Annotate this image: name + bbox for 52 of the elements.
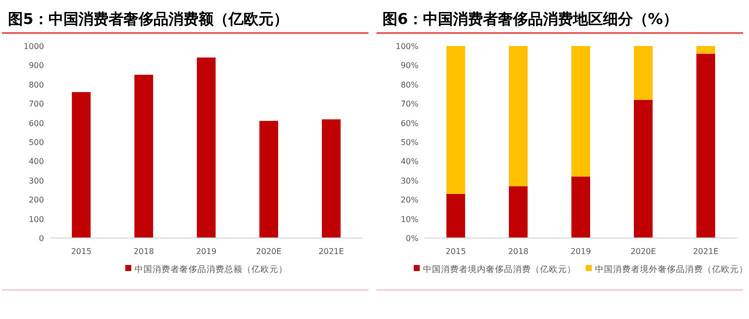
y-tick-label: 50% <box>400 138 419 147</box>
x-tick-label: 2015 <box>446 247 466 256</box>
y-tick-label: 700 <box>28 100 44 109</box>
bar <box>508 186 528 238</box>
y-tick-label: 1000 <box>24 42 44 51</box>
y-tick-label: 900 <box>28 61 44 70</box>
y-tick-label: 100 <box>28 214 44 224</box>
y-tick-label: 600 <box>28 118 44 128</box>
bar <box>634 100 653 238</box>
y-tick-label: 500 <box>28 138 44 147</box>
bar <box>696 54 716 238</box>
y-tick-label: 30% <box>400 176 419 186</box>
chart-title: 图5：中国消费者奢侈品消费额（亿欧元） <box>8 10 288 28</box>
y-tick-label: 80% <box>400 80 419 90</box>
x-tick-label: 2021E <box>693 247 718 256</box>
y-tick-label: 60% <box>400 118 419 128</box>
legend-label: 中国消费者奢侈品消费总额（亿欧元） <box>134 264 288 275</box>
bar <box>72 92 91 238</box>
bar <box>571 46 590 177</box>
x-tick-label: 2020E <box>256 247 282 256</box>
bar <box>196 58 216 238</box>
bar <box>134 74 154 238</box>
chart-title: 图6：中国消费者奢侈品消费地区细分（%） <box>382 10 678 28</box>
x-tick-label: 2019 <box>570 247 591 256</box>
legend-label: 中国消费者境内奢侈品消费（亿欧元） <box>422 264 576 275</box>
bar <box>696 46 716 54</box>
y-tick-label: 20% <box>400 196 419 205</box>
x-tick-label: 2020E <box>630 247 656 256</box>
y-tick-label: 40% <box>400 157 419 166</box>
bar <box>322 119 341 238</box>
bar <box>508 46 528 186</box>
y-tick-label: 10% <box>400 214 419 224</box>
y-tick-label: 90% <box>400 61 419 70</box>
bar <box>446 194 466 238</box>
y-tick-label: 400 <box>28 157 44 166</box>
y-tick-label: 0 <box>38 234 44 243</box>
y-tick-label: 100% <box>396 42 419 51</box>
legend-label: 中国消费者境外奢侈品消费（亿欧元） <box>594 264 748 275</box>
x-tick-label: 2015 <box>71 247 92 256</box>
bar <box>446 46 466 194</box>
bar <box>259 120 278 238</box>
y-tick-label: 200 <box>28 196 44 205</box>
y-tick-label: 300 <box>28 176 44 186</box>
x-tick-label: 2021E <box>318 247 344 256</box>
y-tick-label: 800 <box>28 80 44 90</box>
bar <box>634 46 653 100</box>
x-tick-label: 2018 <box>134 247 154 256</box>
bar <box>571 176 590 238</box>
y-tick-label: 0% <box>406 234 419 243</box>
x-tick-label: 2019 <box>196 247 216 256</box>
x-tick-label: 2018 <box>508 247 528 256</box>
y-tick-label: 70% <box>400 100 419 109</box>
